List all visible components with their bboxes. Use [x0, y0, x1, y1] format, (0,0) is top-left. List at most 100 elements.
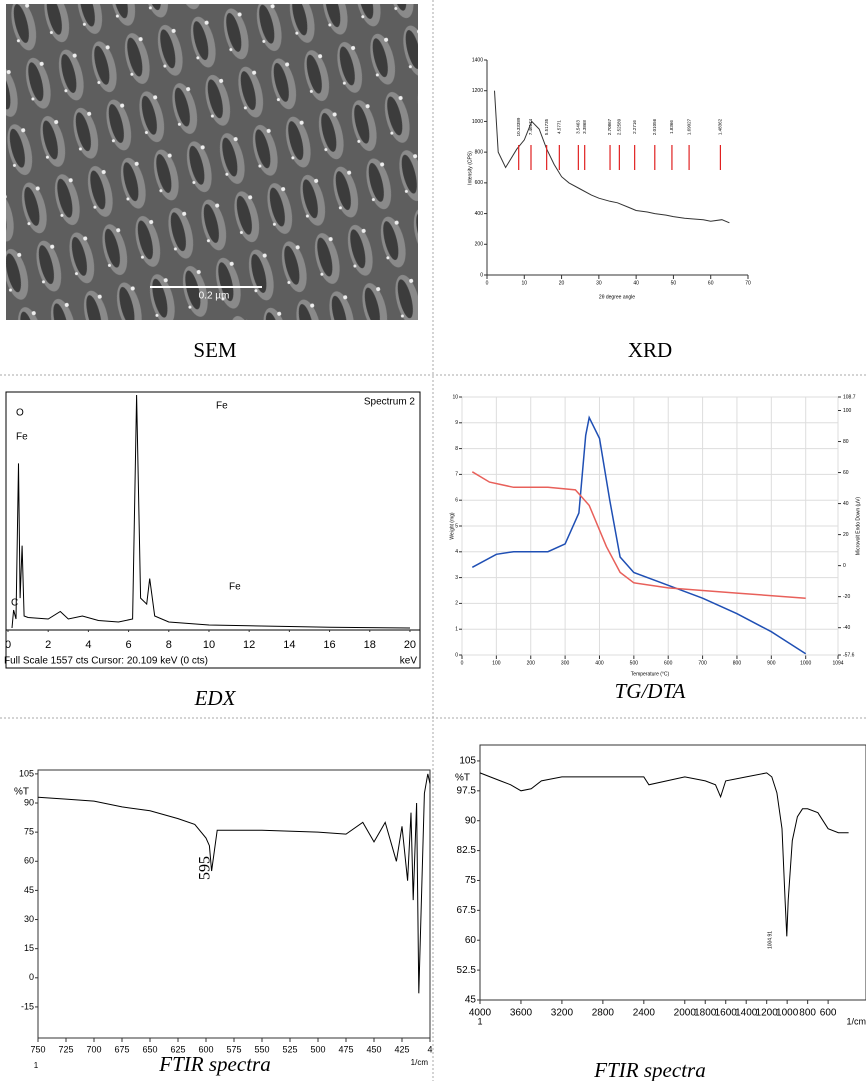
x-tick-label: 1400 [735, 1008, 758, 1019]
x-tick-label: 500 [310, 1044, 325, 1054]
y-tick-label: 0 [480, 272, 483, 278]
x-sub: 1 [477, 1016, 482, 1026]
y-tick-label: 1200 [472, 88, 483, 94]
y-tick-label: 97.5 [457, 785, 477, 796]
x-tick-label: 2 [45, 639, 51, 651]
y-axis-label: Intensity (CPS) [467, 151, 473, 185]
x-tick-label: 525 [282, 1044, 297, 1054]
x-tick-label: 10 [203, 639, 215, 651]
x-tick-label: 0 [5, 639, 11, 651]
x-tick-label: 40 [633, 280, 639, 286]
y-tick-label: 90 [24, 797, 34, 807]
peak-label: Fe [16, 432, 28, 443]
x-tick-label: 400 [595, 660, 604, 666]
x-tick-label: 550 [254, 1044, 269, 1054]
y-tick-label: 45 [24, 885, 34, 895]
peak-label: C [11, 598, 18, 609]
x-tick-label: 0 [486, 280, 489, 286]
spectrum-label: Spectrum 2 [364, 397, 416, 408]
y-tick-label: 4 [455, 549, 458, 555]
y-tick-label: 82.5 [457, 845, 477, 856]
peak-label: 595 [197, 856, 214, 880]
y-axis-label: %T [455, 773, 470, 784]
peak-label: 10.33389 [516, 117, 521, 136]
x-axis-label: 2θ degree angle [599, 294, 635, 300]
x-tick-label: 750 [30, 1044, 45, 1054]
x-tick-label: 575 [226, 1044, 241, 1054]
x-tick-label: 600 [198, 1044, 213, 1054]
y-tick-label: 200 [475, 242, 484, 248]
peak-label: 3.5463 [576, 120, 581, 134]
x-tick-label: 2400 [633, 1008, 656, 1019]
y2-tick-label: -57.6 [843, 652, 855, 658]
plot-frame [37, 769, 431, 1039]
y-tick-label: -15 [21, 1001, 34, 1011]
caption: XRD [628, 338, 672, 362]
x-tick-label: 2000 [674, 1008, 697, 1019]
x-tick-label: 16 [323, 639, 335, 651]
y-tick-label: 9 [455, 420, 458, 426]
caption: FTIR spectra [158, 1052, 270, 1076]
y-tick-label: 10 [452, 394, 458, 400]
caption: EDX [194, 686, 237, 710]
series-line [11, 394, 411, 629]
x-unit: keV [400, 656, 418, 667]
y2-axis-label: Microvolt Endo Down (µV) [855, 497, 861, 556]
y-tick-label: 0 [29, 972, 34, 982]
x-tick-label: 3200 [551, 1008, 574, 1019]
x-tick-label: 500 [630, 660, 639, 666]
x-tick-label: 1600 [715, 1008, 738, 1019]
peak-label: Fe [216, 401, 228, 412]
y-tick-label: 75 [24, 827, 34, 837]
y-tick-label: 90 [465, 815, 477, 826]
sem-image [6, 4, 418, 320]
x-tick-label: 1094 [832, 660, 843, 666]
x-tick-label: 3600 [510, 1008, 533, 1019]
peak-label: 2.01056 [652, 118, 657, 135]
peak-label: Fe [229, 582, 241, 593]
peak-label: 7.46174 [528, 118, 533, 135]
plot-frame [479, 744, 866, 1001]
x-tick-label: 70 [745, 280, 751, 286]
x-tick-label: 800 [799, 1008, 816, 1019]
y-axis-label: %T [14, 787, 29, 798]
peak-label: 2.52589 [617, 118, 622, 135]
x-tick-label: 4000 [469, 1008, 492, 1019]
x-tick-label: 200 [527, 660, 536, 666]
y-tick-label: 52.5 [457, 965, 477, 976]
x-tick-label: 600 [820, 1008, 837, 1019]
peak-label: 2.70867 [607, 118, 612, 135]
caption: SEM [193, 338, 237, 362]
frame [5, 391, 421, 669]
x-tick-label: 10 [522, 280, 528, 286]
x-axis-label: Temperature (°C) [631, 671, 670, 677]
y2-tick-label: 0 [843, 563, 846, 569]
scale-bar-label: 0.2 µm [199, 291, 230, 302]
y-tick-label: 60 [24, 856, 34, 866]
peak-label: 5.51735 [544, 118, 549, 135]
y-tick-label: 60 [465, 935, 477, 946]
y-tick-label: 400 [475, 211, 484, 217]
x-tick-label: 14 [283, 639, 295, 651]
x-sub: 1 [34, 1061, 39, 1070]
y2-tick-label: -40 [843, 625, 850, 631]
y-tick-label: 600 [475, 180, 484, 186]
x-tick-label: 30 [596, 280, 602, 286]
x-tick-label: 700 [698, 660, 707, 666]
x-tick-label: 300 [561, 660, 570, 666]
x-tick-label: 675 [114, 1044, 129, 1054]
series-line [471, 471, 806, 599]
y-tick-label: 0 [455, 652, 458, 658]
x-tick-label: 1000 [776, 1008, 799, 1019]
footer: Full Scale 1557 cts Cursor: 20.109 keV (… [4, 656, 208, 667]
x-tick-label: 18 [364, 639, 376, 651]
y2-tick-label: 20 [843, 532, 849, 538]
x-tick-label: 600 [664, 660, 673, 666]
y-tick-label: 30 [24, 914, 34, 924]
y-tick-label: 105 [459, 756, 476, 767]
series-line [37, 773, 431, 994]
x-tick-label: 60 [708, 280, 714, 286]
x-tick-label: 2800 [592, 1008, 615, 1019]
series-line [471, 415, 807, 655]
peak-label: 1.69027 [686, 118, 691, 135]
